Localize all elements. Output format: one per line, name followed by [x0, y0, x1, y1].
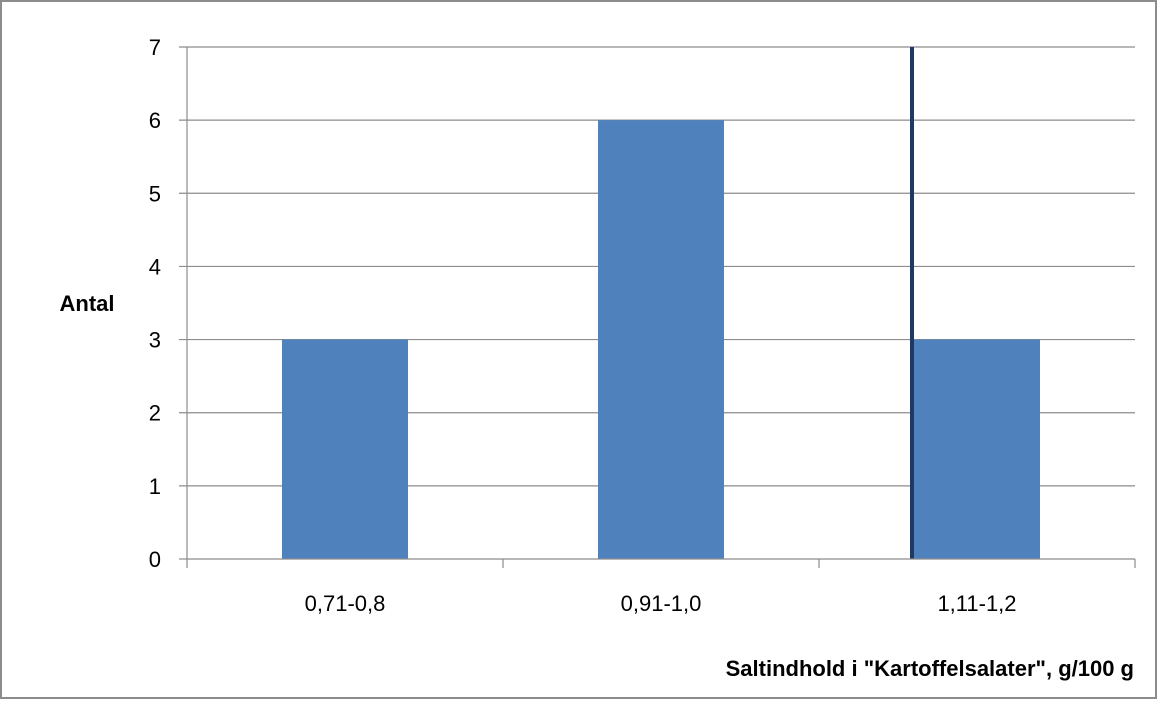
y-tick-label: 3 [149, 328, 161, 353]
y-tick-label: 0 [149, 547, 161, 572]
x-tick-label: 0,71-0,8 [305, 591, 386, 616]
y-tick-label: 7 [149, 35, 161, 60]
bar-2 [598, 120, 724, 560]
y-tick-label: 4 [149, 254, 161, 279]
bars [282, 120, 1040, 560]
bar-1 [282, 339, 408, 559]
bar-3 [914, 339, 1040, 559]
tick-labels: 0 1 2 3 4 5 6 7 0,71-0,8 0,91-1,0 1,11-1,2 [149, 35, 1017, 616]
x-tick-label: 1,11-1,2 [937, 591, 1016, 616]
x-axis-title: Saltindhold i "Kartoffelsalater", g/100 … [726, 656, 1134, 681]
x-tick-label: 0,91-1,0 [621, 591, 702, 616]
axes [179, 47, 1136, 568]
y-tick-label: 1 [149, 474, 161, 499]
y-tick-label: 6 [149, 108, 161, 133]
y-axis-title: Antal [60, 291, 115, 316]
y-tick-label: 5 [149, 181, 161, 206]
y-tick-label: 2 [149, 401, 161, 426]
